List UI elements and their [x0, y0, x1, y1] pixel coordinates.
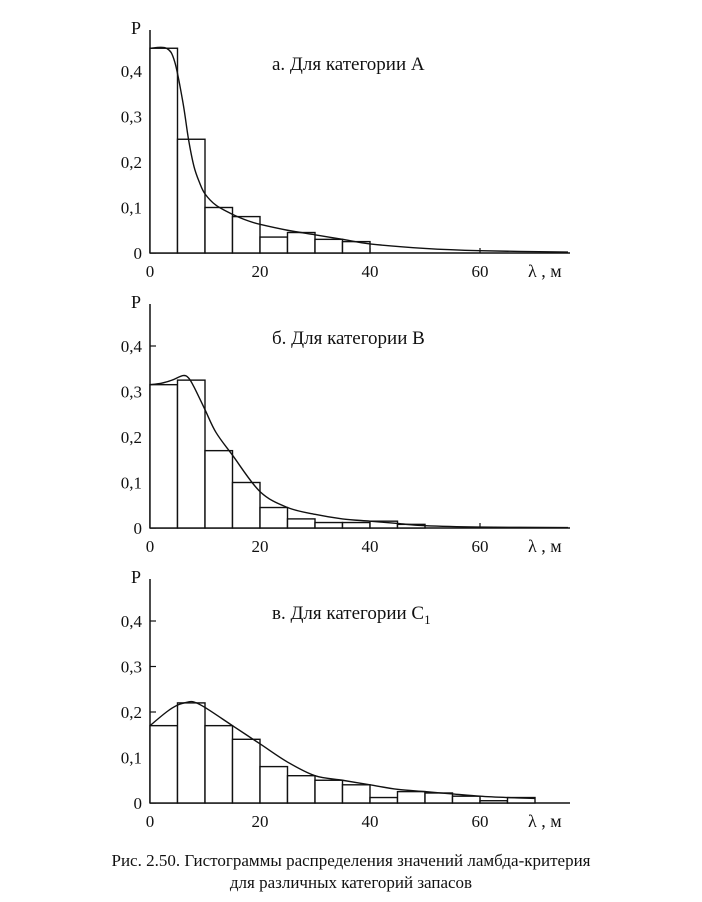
- x-tick-label: 40: [362, 537, 379, 556]
- y-tick-label: 0,2: [121, 428, 142, 447]
- y-tick-label: 0,2: [121, 703, 142, 722]
- chart-title: в. Для категории С1: [272, 603, 431, 627]
- x-tick-label: 0: [146, 262, 155, 281]
- histogram-bar: [231, 738, 261, 804]
- histogram-bar: [259, 765, 289, 804]
- y-axis-label: P: [131, 567, 141, 587]
- histogram-bar: [286, 518, 316, 529]
- histogram-bar: [479, 800, 509, 804]
- histogram-bar: [259, 236, 289, 254]
- chart-title-subscript: 1: [424, 612, 431, 627]
- y-tick-label: 0,1: [121, 749, 142, 768]
- histogram-bar: [149, 724, 179, 804]
- histogram-bar: [341, 784, 371, 804]
- histogram-bar: [286, 231, 316, 254]
- y-tick-label: 0,4: [121, 337, 143, 356]
- y-tick-label: 0,4: [121, 612, 143, 631]
- x-tick-label: 60: [472, 812, 489, 831]
- chart-panel-1: 0 0,1 0,2 0,3 0,4 0 20 40 60 Pλ , м а. Для категор…: [121, 18, 570, 281]
- y-tick-label: 0,3: [121, 383, 142, 402]
- y-axis-label: P: [131, 292, 141, 312]
- x-axis-label: λ , м: [528, 811, 562, 831]
- y-tick-label: 0,2: [121, 153, 142, 172]
- x-axis-label: λ , м: [528, 261, 562, 281]
- x-tick-label: 40: [362, 812, 379, 831]
- figure-caption-line-1: Рис. 2.50. Гистограммы распределения зна…: [111, 851, 591, 870]
- histogram-bar: [424, 792, 454, 804]
- x-tick-label: 60: [472, 262, 489, 281]
- x-tick-label: 60: [472, 537, 489, 556]
- y-tick-label: 0: [134, 794, 143, 813]
- x-tick-label: 40: [362, 262, 379, 281]
- histogram-bar: [314, 779, 344, 804]
- histogram-bar: [314, 238, 344, 254]
- fitted-curve: [149, 46, 569, 253]
- histogram-bar: [204, 206, 234, 254]
- x-tick-label: 20: [252, 812, 269, 831]
- y-tick-label: 0,3: [121, 658, 142, 677]
- histogram-bar: [176, 702, 206, 804]
- x-axis-label: λ , м: [528, 536, 562, 556]
- histogram-bar: [176, 138, 206, 254]
- histogram-bar: [204, 724, 234, 804]
- chart-title: а. Для категории А: [272, 54, 425, 75]
- histogram-bar: [396, 790, 426, 804]
- fitted-curve: [149, 700, 536, 800]
- histogram-bar: [314, 521, 344, 529]
- chart-panel-2: 0 0,1 0,2 0,3 0,4 0 20 40 60 Pλ , м б. Для категор…: [121, 292, 570, 556]
- y-tick-label: 0,1: [121, 474, 142, 493]
- x-tick-label: 20: [252, 262, 269, 281]
- fitted-curve: [149, 374, 569, 529]
- y-tick-label: 0,1: [121, 199, 142, 218]
- histogram-bar: [231, 481, 261, 529]
- x-tick-label: 20: [252, 537, 269, 556]
- y-tick-label: 0,4: [121, 62, 143, 81]
- histogram-bar: [369, 796, 399, 804]
- y-tick-label: 0,3: [121, 108, 142, 127]
- chart-title: б. Для категории В: [272, 328, 425, 349]
- y-tick-label: 0: [134, 244, 143, 263]
- x-tick-label: 0: [146, 537, 155, 556]
- x-tick-label: 0: [146, 812, 155, 831]
- histogram-bar: [451, 795, 481, 804]
- histogram-bar: [231, 215, 261, 254]
- histogram-bar: [286, 775, 316, 804]
- histogram-bar: [149, 47, 179, 254]
- y-tick-label: 0: [134, 519, 143, 538]
- figure-caption-line-2: для различных категорий запасов: [229, 873, 473, 892]
- y-axis-label: P: [131, 18, 141, 38]
- histogram-bar: [341, 521, 371, 529]
- histogram-bar: [204, 449, 234, 529]
- chart-panel-3: 0 0,1 0,2 0,3 0,4 0 20 40 60 Pλ , м в. Для категор…: [121, 567, 570, 831]
- histogram-bar: [149, 383, 179, 529]
- histogram-bar: [259, 506, 289, 529]
